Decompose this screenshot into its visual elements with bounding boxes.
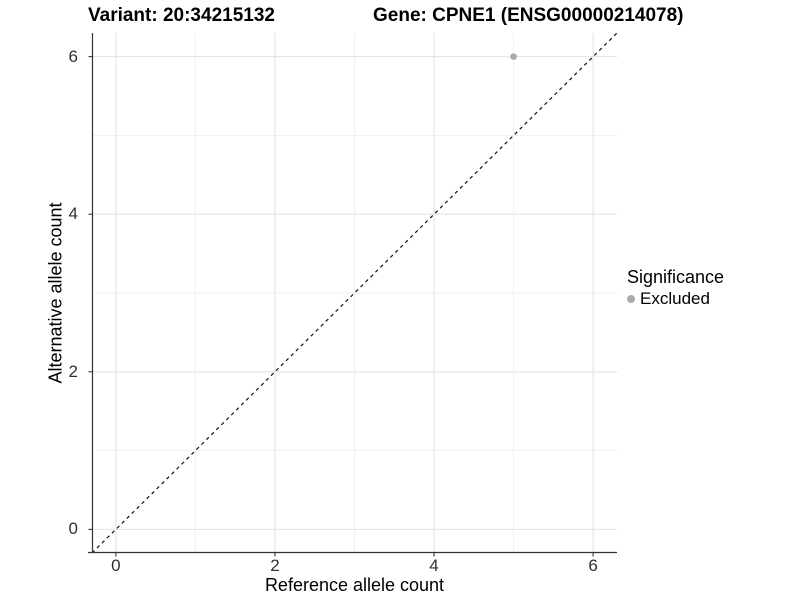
x-tick-label: 0 <box>111 556 121 575</box>
x-axis-title: Reference allele count <box>264 575 445 595</box>
excluded-point-icon <box>627 295 635 303</box>
y-tick-label: 2 <box>68 361 78 381</box>
x-tick-label: 4 <box>429 556 439 575</box>
y-axis-title: Alternative allele count <box>45 202 66 384</box>
legend-item-excluded: Excluded <box>627 289 724 309</box>
legend-item-label: Excluded <box>640 289 710 308</box>
plot-panel <box>88 32 618 557</box>
legend-title: Significance <box>627 267 725 287</box>
x-tick-label: 6 <box>588 556 598 575</box>
gene-title: Gene: CPNE1 (ENSG00000214078) <box>373 5 684 26</box>
x-tick-label: 2 <box>270 556 280 575</box>
y-tick-label: 6 <box>68 46 78 66</box>
y-tick-label: 0 <box>68 519 78 539</box>
variant-title: Variant: 20:34215132 <box>88 5 275 26</box>
y-tick-label: 4 <box>68 204 78 224</box>
data-point <box>510 53 517 60</box>
legend: Significance Excluded <box>627 267 724 309</box>
